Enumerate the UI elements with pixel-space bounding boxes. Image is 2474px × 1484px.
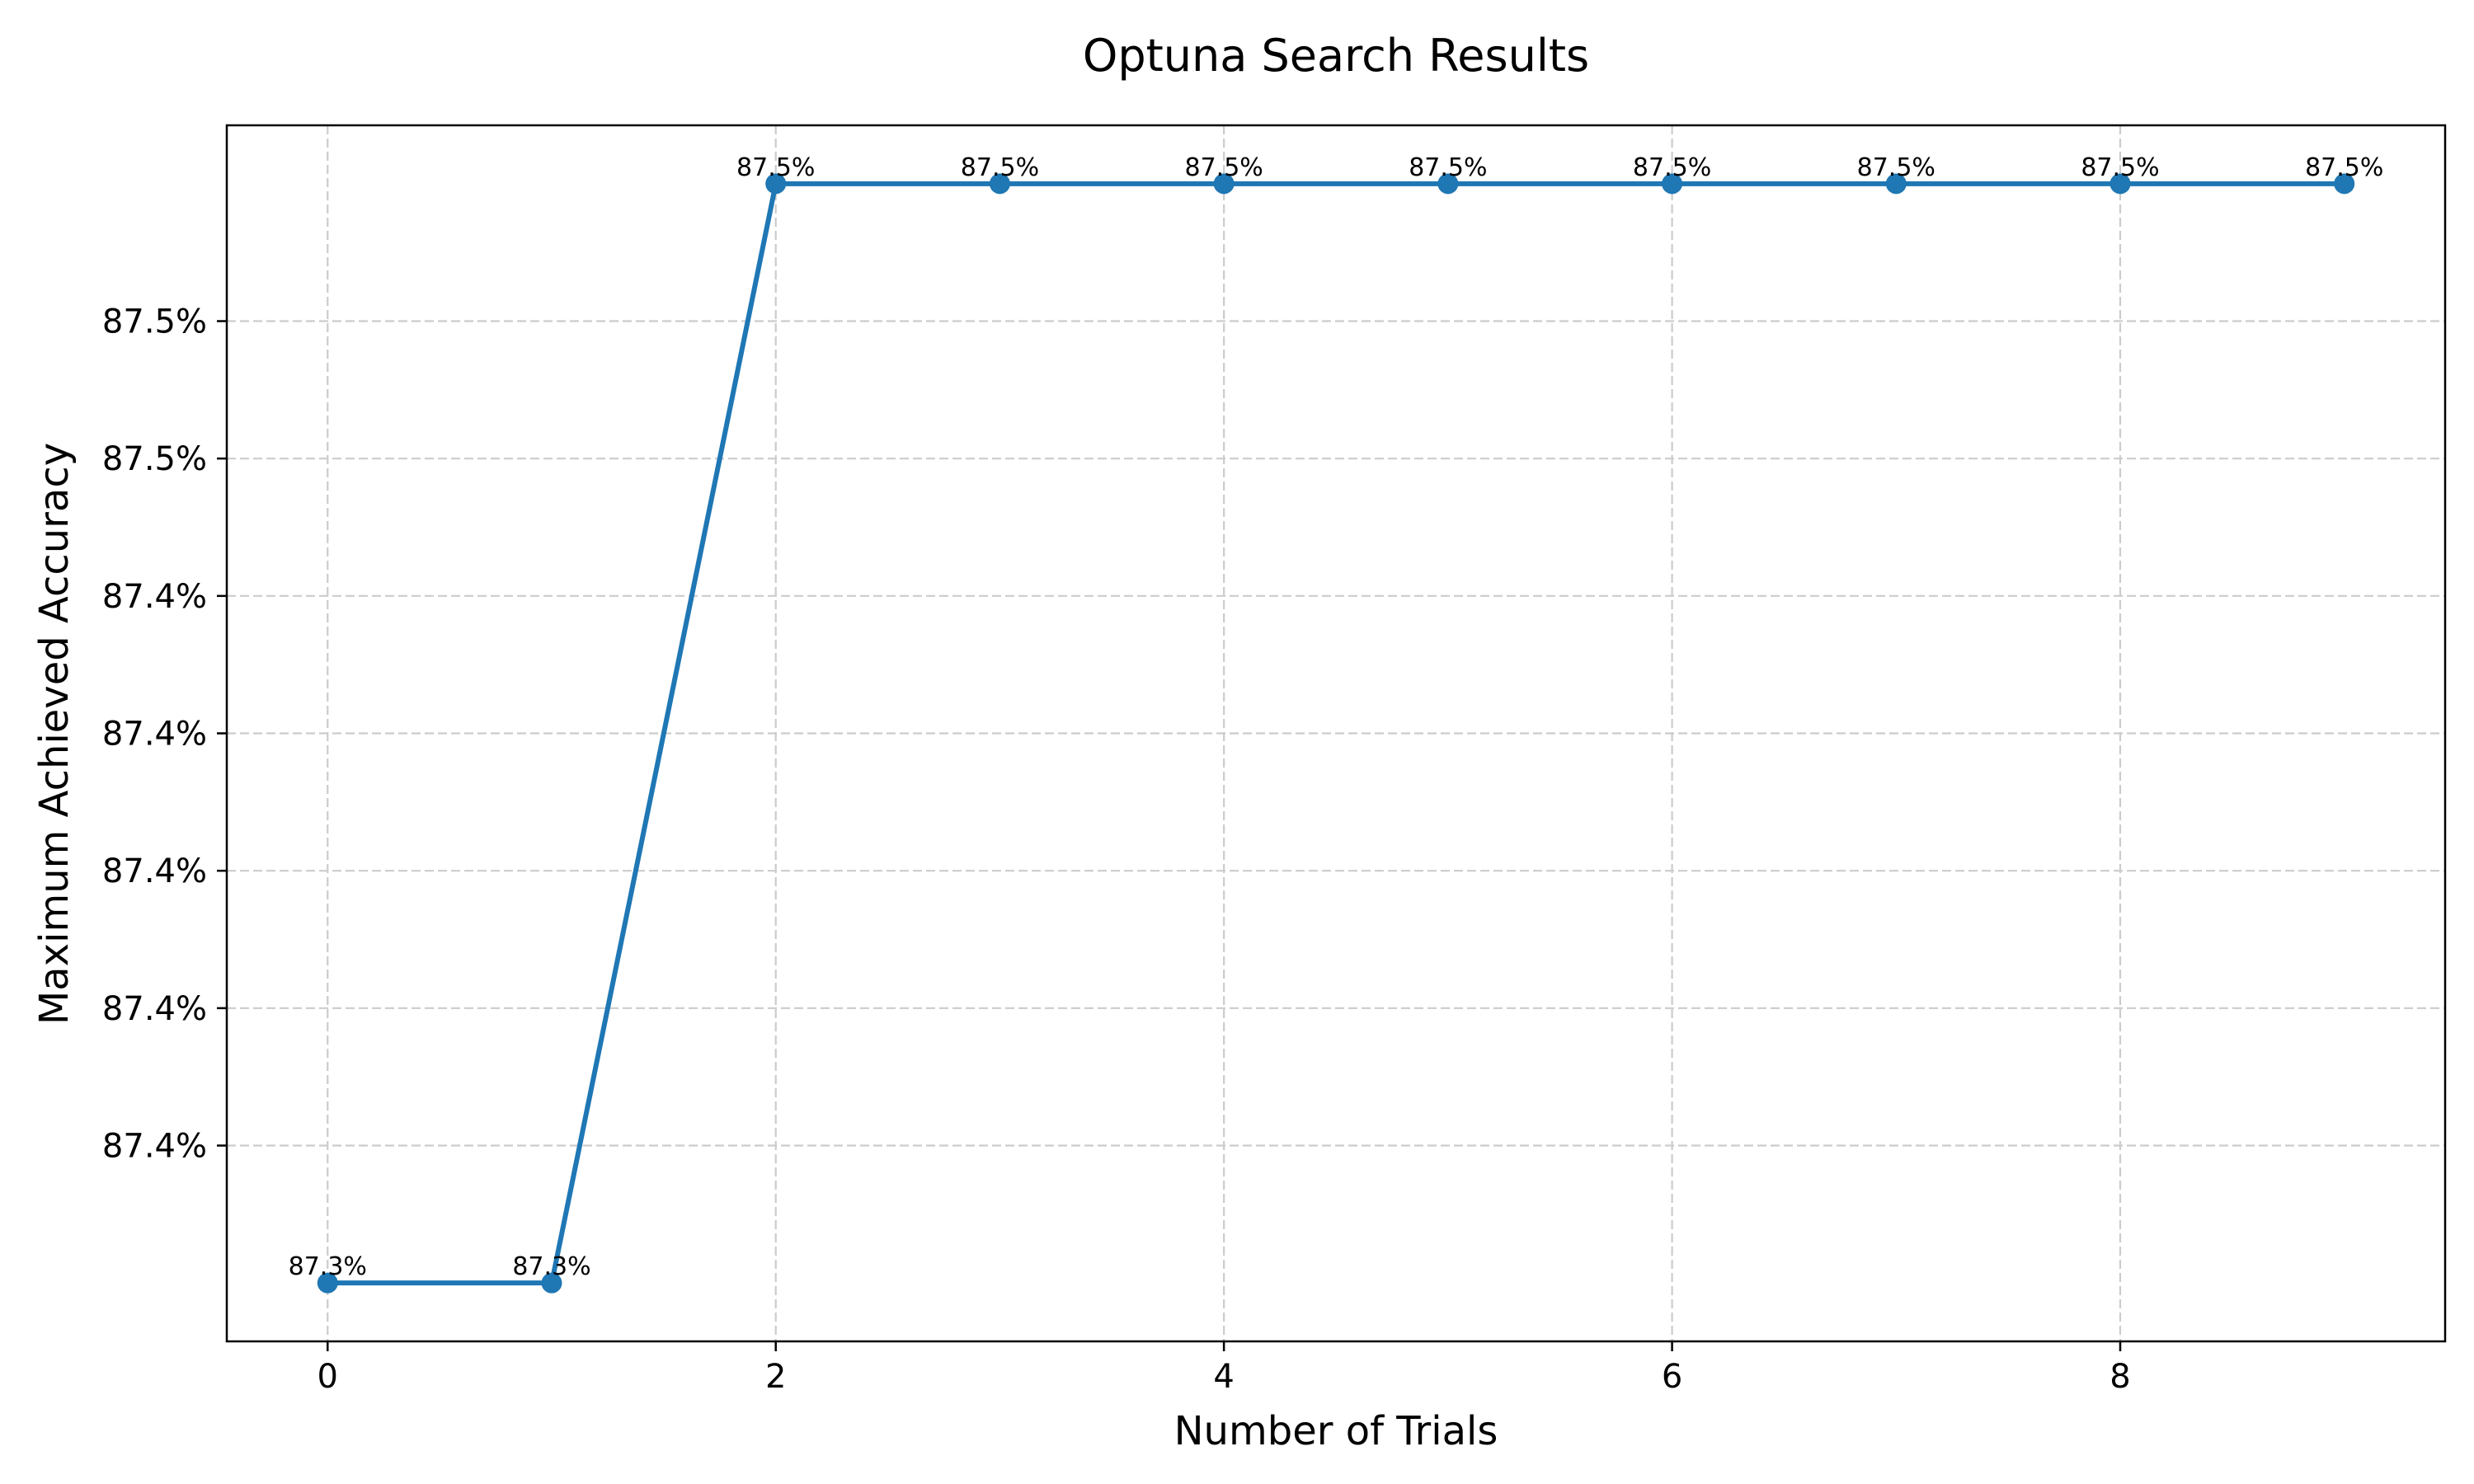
data-label: 87.5% xyxy=(1857,153,1935,182)
y-tick-label: 87.4% xyxy=(102,716,207,754)
x-axis-label: Number of Trials xyxy=(1174,1408,1498,1454)
data-label: 87.3% xyxy=(289,1252,367,1281)
data-markers xyxy=(317,173,2355,1294)
y-tick-label: 87.4% xyxy=(102,990,207,1028)
x-tick-label: 8 xyxy=(2109,1358,2130,1396)
y-tick-label: 87.4% xyxy=(102,578,207,616)
data-point xyxy=(2334,173,2355,195)
data-labels: 87.3% 87.3% 87.5% 87.5% 87.5% 87.5% 87.5% 87.5%… xyxy=(289,153,2384,1281)
x-tick-label: 2 xyxy=(765,1358,786,1396)
series-line xyxy=(327,181,2345,1286)
chart-title: Optuna Search Results xyxy=(1083,30,1589,82)
plot-area-frame xyxy=(225,124,2447,1343)
axis-ticks: 0 2 4 6 8 87.4% 87.4% 87.4% 87.4% 87.4% 87.5% 87.5% xyxy=(102,303,2131,1397)
data-point xyxy=(1662,173,1683,195)
data-point xyxy=(765,173,787,195)
data-label: 87.5% xyxy=(1184,153,1263,182)
data-point xyxy=(989,173,1010,195)
y-axis-label: Maximum Achieved Accuracy xyxy=(31,443,78,1025)
y-tick-label: 87.5% xyxy=(102,440,207,478)
data-label: 87.5% xyxy=(1409,153,1487,182)
data-point xyxy=(1437,173,1459,195)
y-tick-label: 87.4% xyxy=(102,1128,207,1166)
data-point xyxy=(1213,173,1235,195)
data-label: 87.5% xyxy=(2305,153,2383,182)
y-tick-label: 87.4% xyxy=(102,852,207,890)
data-point xyxy=(317,1272,338,1294)
data-point xyxy=(1885,173,1907,195)
data-label: 87.5% xyxy=(2081,153,2159,182)
data-label: 87.5% xyxy=(736,153,815,182)
data-label: 87.5% xyxy=(961,153,1039,182)
series-lines xyxy=(327,181,2345,1286)
y-tick-label: 87.5% xyxy=(102,303,207,341)
data-label: 87.3% xyxy=(512,1252,590,1281)
x-tick-label: 4 xyxy=(1213,1358,1234,1396)
x-tick-label: 6 xyxy=(1662,1358,1682,1396)
data-point xyxy=(541,1272,562,1294)
data-point xyxy=(2109,173,2131,195)
data-label: 87.5% xyxy=(1633,153,1711,182)
grid-lines xyxy=(227,125,2445,1341)
x-tick-label: 0 xyxy=(317,1358,338,1396)
